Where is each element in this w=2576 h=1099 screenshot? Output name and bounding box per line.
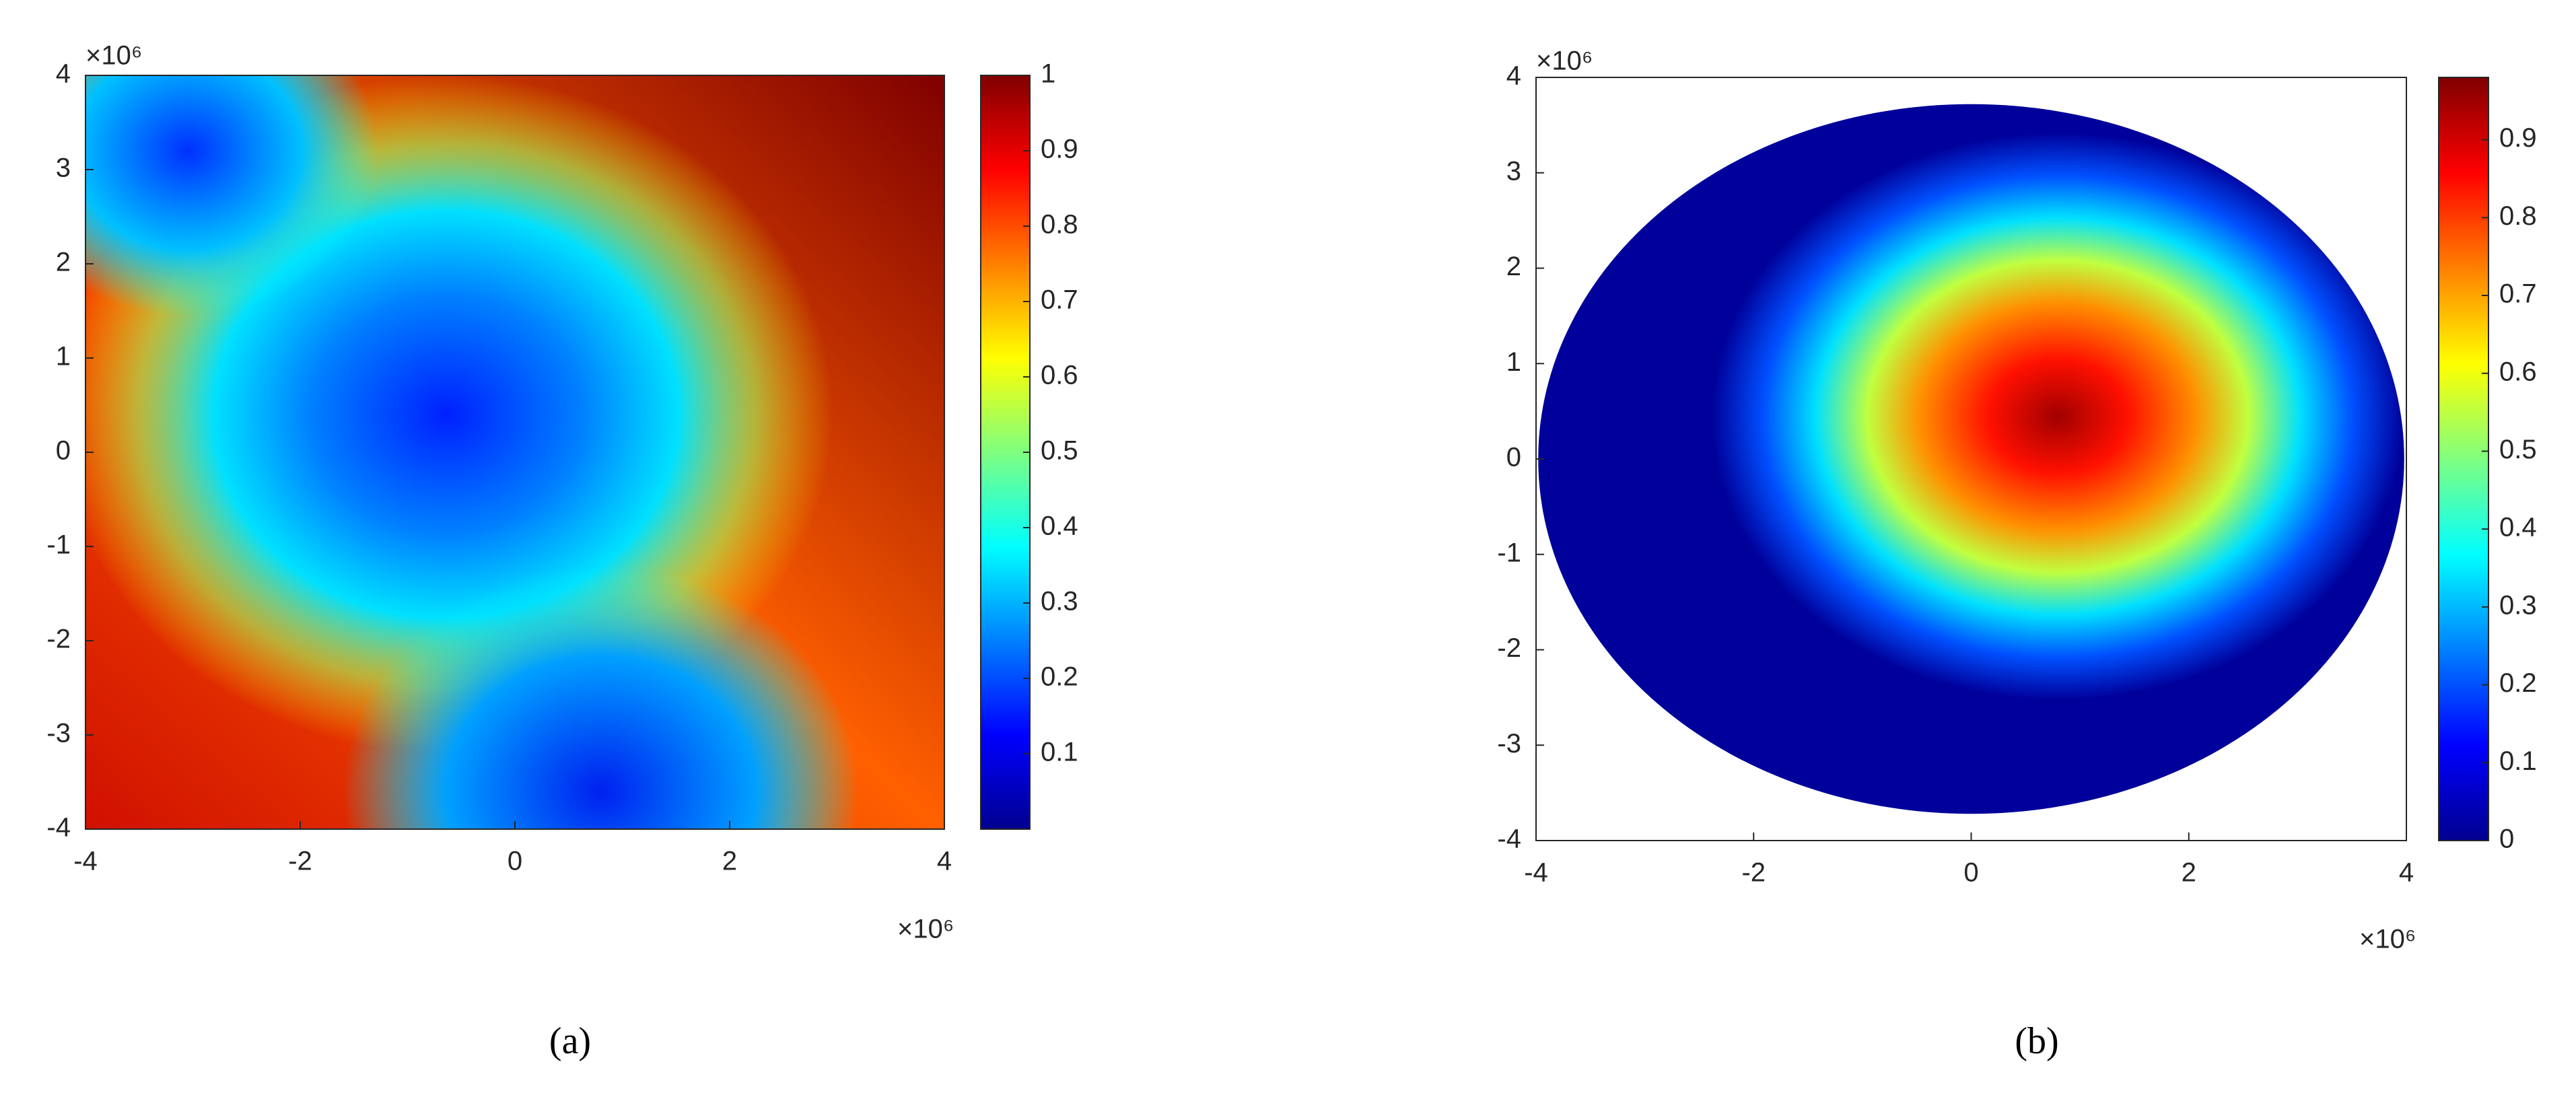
x-tick-label: -4 [1524,858,1548,888]
colorbar-tick-label: 0 [2499,824,2514,854]
panel-caption: (b) [2015,1020,2058,1062]
x-tick-label: 2 [722,847,737,876]
field [1538,104,2404,814]
x-tick-label: 4 [937,847,952,876]
y-tick-label: 4 [1506,61,1521,91]
colorbar-tick-label: 1 [1041,59,1055,89]
y-tick-label: -2 [1497,633,1521,663]
colorbar-tick-label: 0.9 [2499,123,2537,153]
y-tick-label: -3 [1497,729,1521,758]
colorbar-tick-label: 0.6 [1041,361,1078,390]
colorbar [2438,77,2489,841]
y-tick-label: -1 [1497,538,1521,567]
colorbar-tick-label: 0.2 [2499,668,2537,698]
colorbar-tick-label: 0.7 [1041,285,1078,315]
y-tick-label: 2 [1506,252,1521,281]
x-tick-label: -2 [288,847,312,876]
colorbar-tick-label: 0.3 [2499,590,2537,620]
y-tick-label: -1 [46,530,71,560]
colorbar-tick-label: 0.5 [2499,435,2537,464]
y-tick-label: 0 [56,436,71,466]
y-tick-label: -3 [46,719,71,748]
x-tick-label: 2 [2182,858,2196,888]
y-tick-label: -2 [46,625,71,654]
colorbar-tick-label: 0.3 [1041,587,1078,616]
panel-caption: (a) [549,1020,591,1062]
colorbar-tick-label: 0.8 [2499,201,2537,231]
colorbar-tick-label: 0.4 [1041,511,1078,541]
colorbar-tick-label: 0.7 [2499,279,2537,309]
colorbar-tick-label: 0.4 [2499,513,2537,542]
x-exponent: ×10⁶ [897,915,954,944]
y-exponent: ×10⁶ [85,41,142,71]
colorbar-tick-label: 0.6 [2499,357,2537,386]
x-tick-label: 0 [508,847,522,876]
y-tick-label: 0 [1506,443,1521,472]
y-tick-label: 4 [56,59,71,89]
y-tick-label: 2 [56,248,71,277]
colorbar-tick-label: 0.2 [1041,662,1078,692]
colorbar-tick-label: 0.1 [2499,746,2537,776]
y-tick-label: 3 [1506,156,1521,186]
x-tick-label: -2 [1741,858,1766,888]
field [85,75,944,829]
x-tick-label: 4 [2399,858,2414,888]
y-exponent: ×10⁶ [1536,46,1593,76]
y-tick-label: -4 [46,813,71,843]
colorbar-tick-label: 0.5 [1041,436,1078,466]
x-tick-label: 0 [1963,858,1978,888]
colorbar-tick-label: 0.1 [1041,738,1078,767]
y-tick-label: 1 [1506,347,1521,377]
x-tick-label: -4 [73,847,98,876]
colorbar [980,75,1031,830]
x-exponent: ×10⁶ [2359,925,2416,954]
y-tick-label: 3 [56,153,71,183]
colorbar-tick-label: 0.8 [1041,210,1078,240]
y-tick-label: -4 [1497,824,1521,854]
colorbar-tick-label: 0.9 [1041,135,1078,164]
y-tick-label: 1 [56,342,71,371]
